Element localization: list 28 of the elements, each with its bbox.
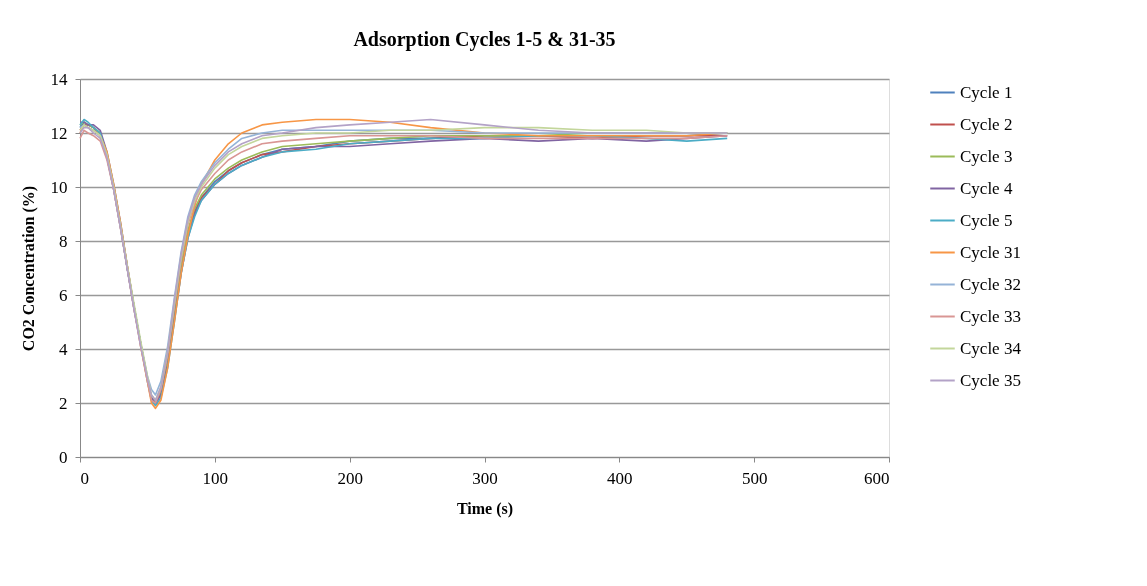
y-tick-label: 8 <box>59 231 68 251</box>
y-axis-title: CO2 Concentration (%) <box>19 185 38 352</box>
legend-label: Cycle 31 <box>960 242 1021 262</box>
x-tick-label: 200 <box>337 468 363 488</box>
legend-label: Cycle 4 <box>960 178 1013 198</box>
x-axis-title: Time (s) <box>456 499 514 518</box>
x-tick-label: 300 <box>472 468 498 488</box>
x-tick-label: 0 <box>80 468 89 488</box>
x-tick-label: 500 <box>741 468 768 488</box>
legend-label: Cycle 35 <box>960 370 1021 390</box>
legend-label: Cycle 33 <box>960 306 1021 326</box>
legend-label: Cycle 32 <box>960 274 1021 294</box>
y-tick-label: 2 <box>59 393 68 413</box>
y-tick-label: 12 <box>50 123 68 143</box>
legend-label: Cycle 2 <box>960 114 1013 134</box>
chart-title: Adsorption Cycles 1-5 & 31-35 <box>353 28 616 51</box>
x-tick-label: 100 <box>202 468 229 488</box>
y-tick-label: 14 <box>50 69 68 89</box>
x-tick-label: 600 <box>864 468 890 488</box>
y-tick-label: 4 <box>59 339 68 359</box>
y-tick-label: 0 <box>59 447 68 467</box>
x-tick-label: 400 <box>607 468 633 488</box>
y-tick-label: 6 <box>59 285 68 305</box>
legend-label: Cycle 5 <box>960 210 1013 230</box>
legend-label: Cycle 3 <box>960 146 1013 166</box>
y-tick-label: 10 <box>50 177 68 197</box>
legend-label: Cycle 1 <box>960 82 1013 102</box>
legend-label: Cycle 34 <box>960 338 1022 358</box>
